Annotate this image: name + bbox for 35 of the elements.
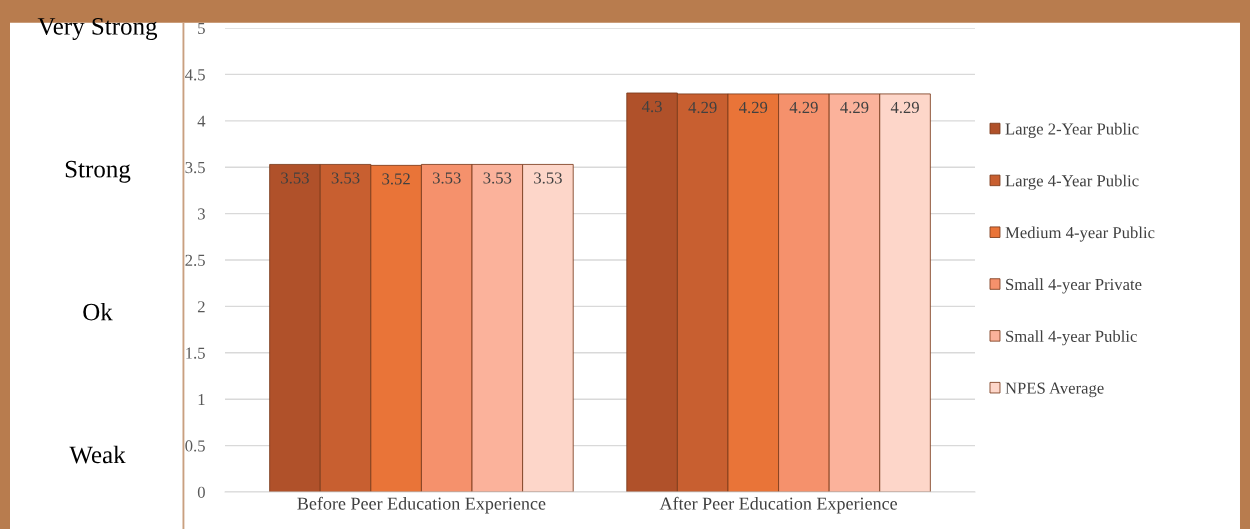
y-tick-label: 2.5 [185,254,205,267]
legend-label: Large 4-Year Public [1005,174,1139,190]
y-tick-label: 2 [197,301,205,313]
y-tick-label: 5 [198,22,205,34]
data-label: 4.29 [890,101,919,114]
data-label: 3.53 [331,172,360,184]
data-label: 4.29 [739,101,768,114]
x-tick-label: After Peer Education Experience [659,496,897,514]
x-tick-label: Before Peer Education Experience [297,496,546,514]
data-label: 3.53 [534,172,562,184]
legend-label: Small 4-year Private [1006,278,1142,294]
data-label: 3.52 [382,173,410,185]
text: Very Strong [37,17,158,40]
data-label: 4.29 [688,101,717,114]
text: Strong [65,160,131,183]
data-label: 4.29 [789,101,818,114]
legend-label: Small 4-year Public [1006,330,1137,346]
y-tick-label: 3 [198,208,205,220]
y-tick-label: 0.5 [185,440,205,452]
y-tick-label: 0 [197,486,205,498]
text: Weak [69,445,126,464]
data-label: 3.53 [281,172,309,184]
text: Ok [83,302,113,321]
y-tick-label: 1.5 [186,347,205,359]
legend-label: NPES Average [1005,382,1104,398]
y-tick-label: 3.5 [185,161,205,174]
y-tick-label: 4.5 [185,69,205,81]
legend-label: Medium 4-year Public [1005,226,1155,242]
data-label: 4.29 [840,101,869,114]
y-tick-label: 4 [197,115,206,127]
data-label: 3.53 [483,172,512,184]
legend-label: Large 2-Year Public [1005,122,1139,139]
data-label: 3.53 [432,172,461,184]
data-label: 4.3 [641,100,662,113]
y-tick-label: 1 [198,393,205,405]
